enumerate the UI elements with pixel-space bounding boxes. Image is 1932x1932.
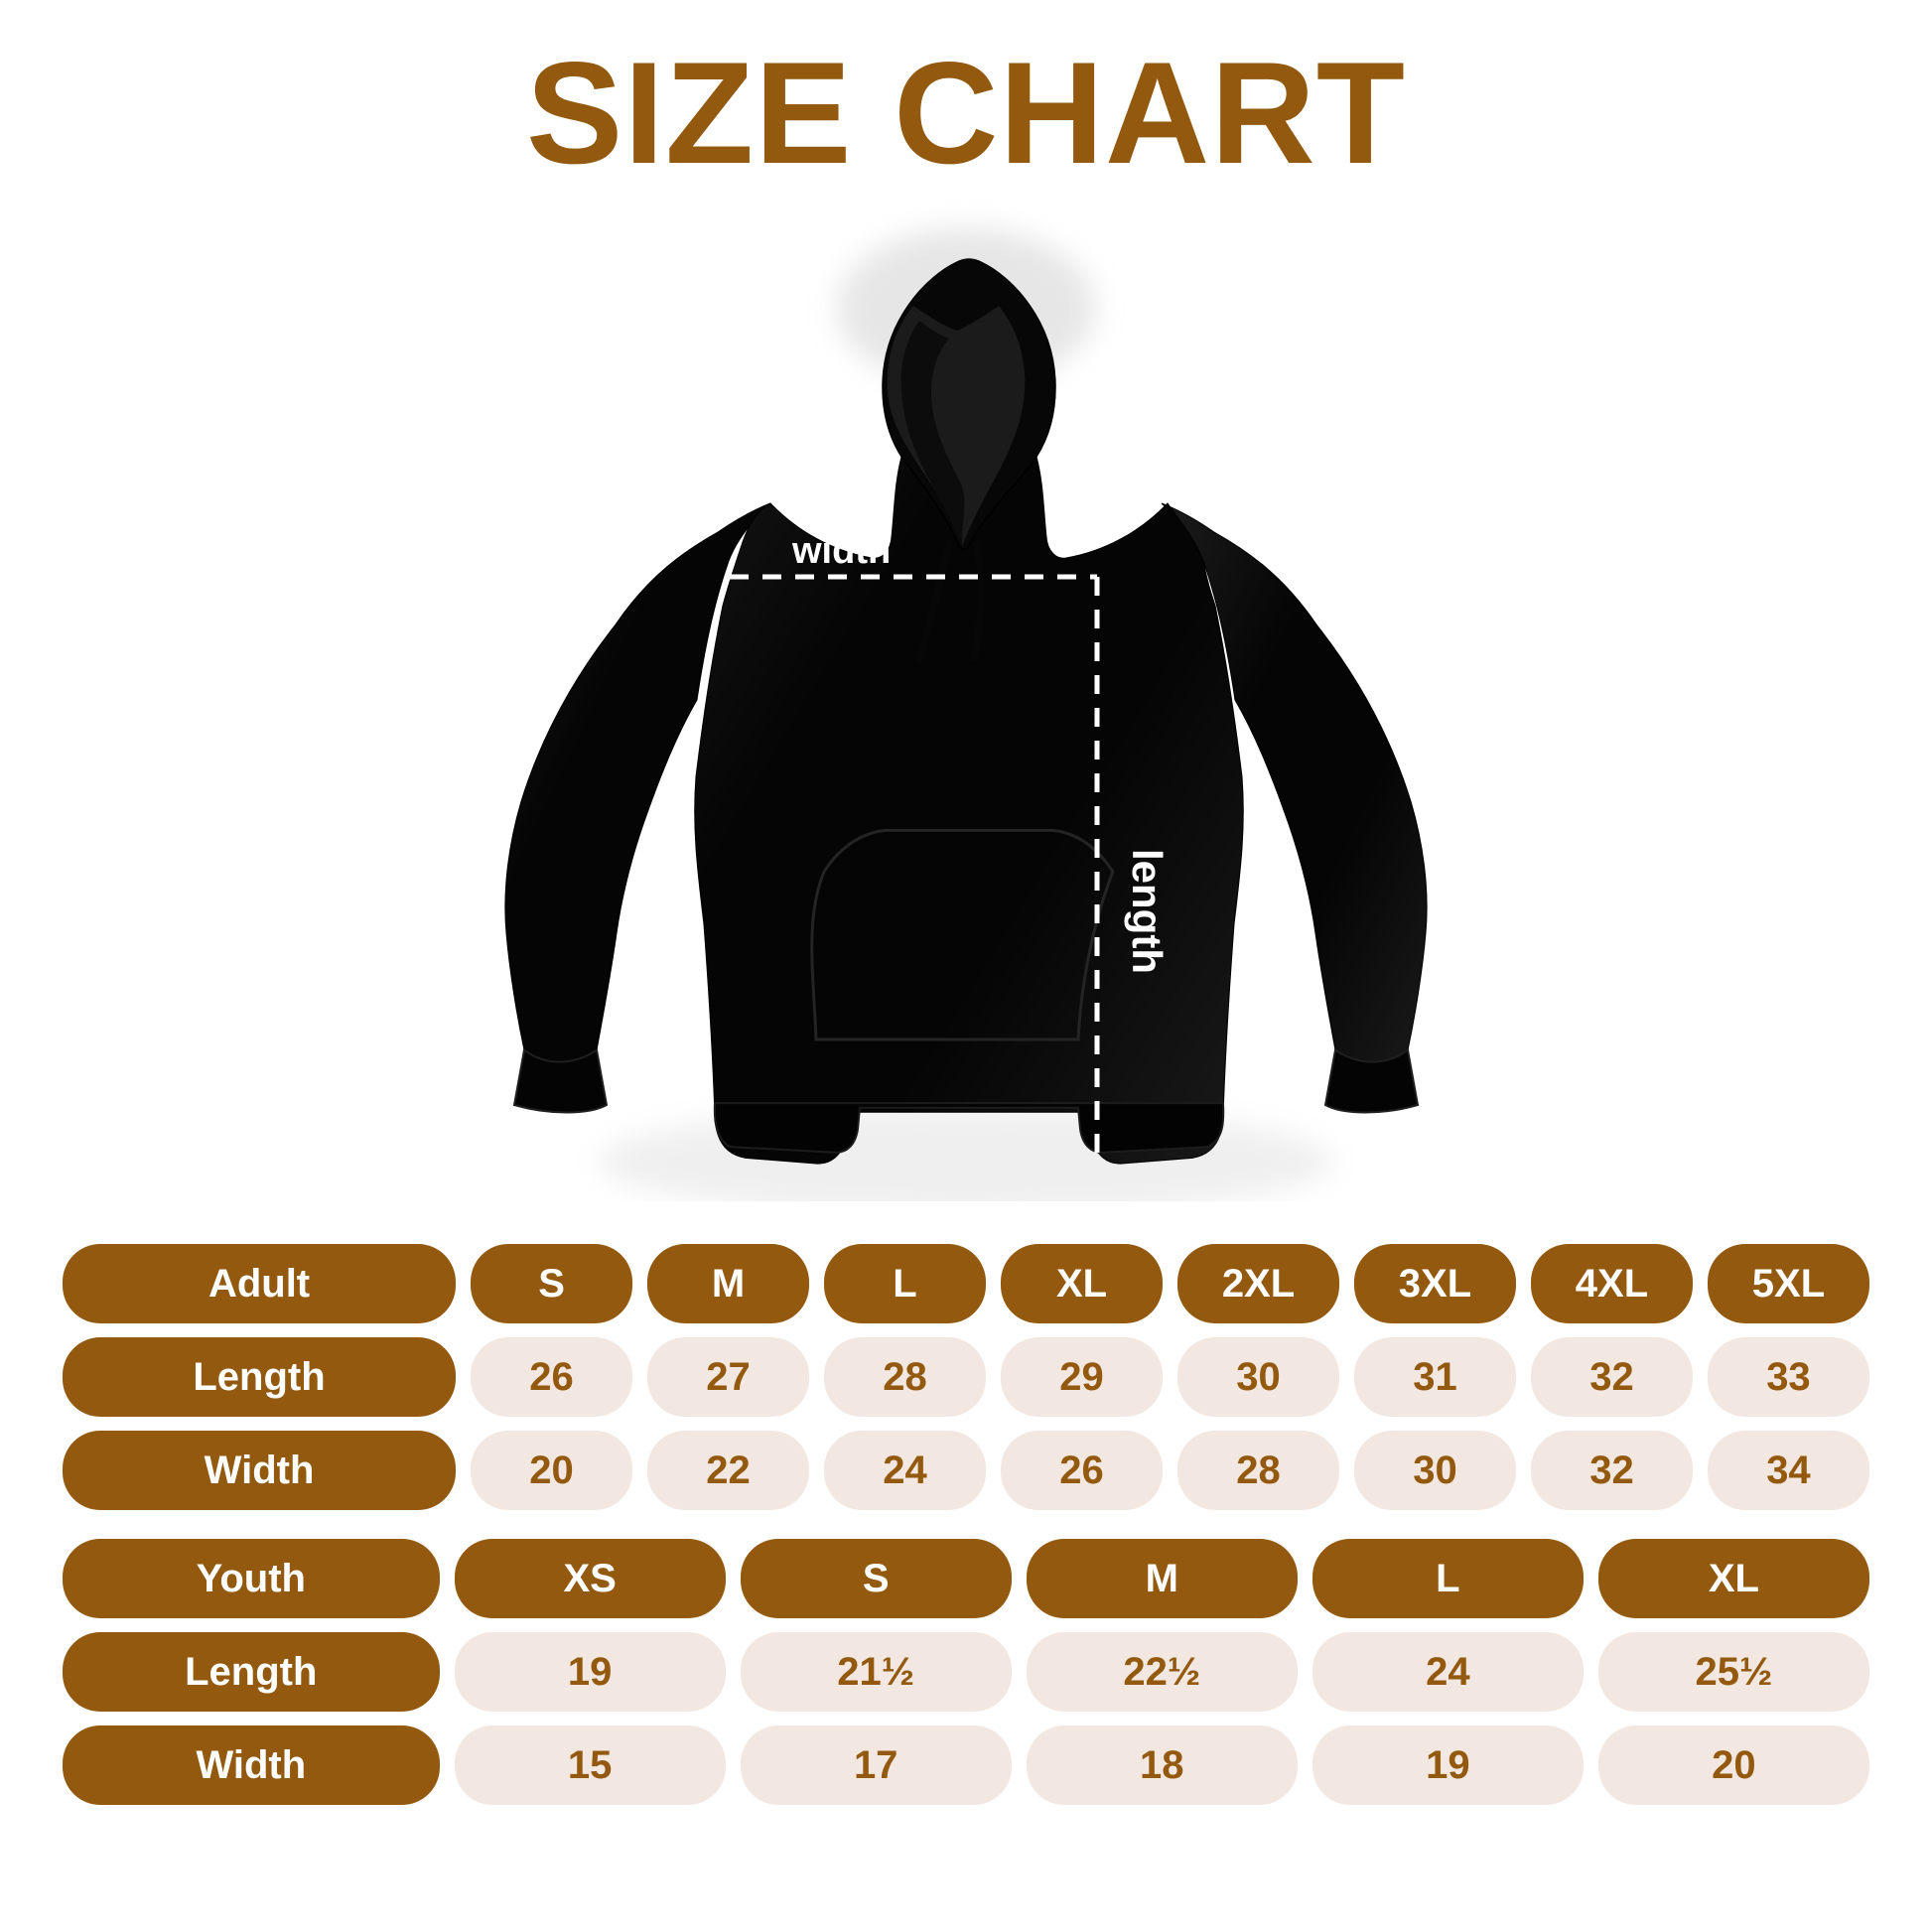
svg-text:length: length	[1124, 849, 1171, 974]
svg-text:width: width	[791, 530, 891, 572]
